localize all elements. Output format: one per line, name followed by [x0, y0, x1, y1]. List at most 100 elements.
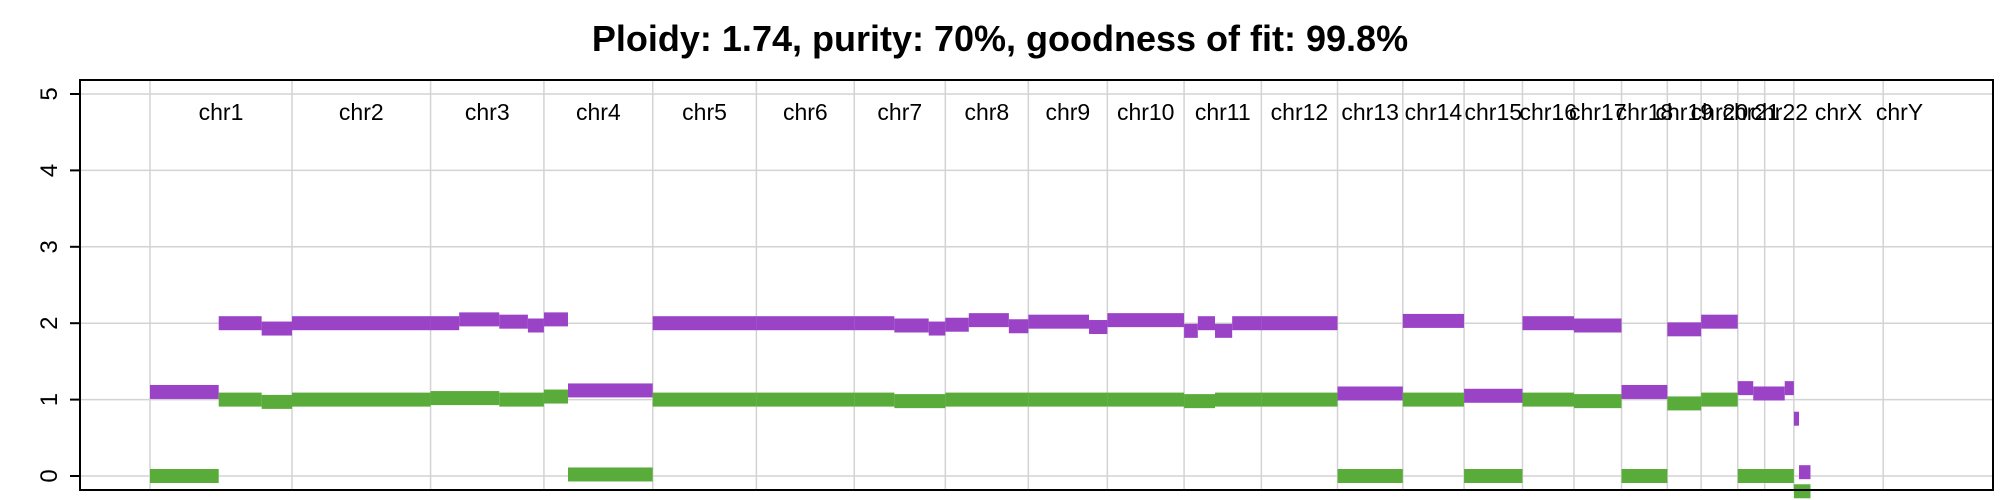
- chromosome-label: chrY: [1876, 99, 1923, 125]
- chromosome-label: chr18: [1616, 99, 1674, 125]
- copy-number-segment: [1028, 314, 1090, 329]
- copy-number-segment: [1621, 384, 1668, 399]
- copy-number-segment: [527, 318, 544, 333]
- y-tick-label: 5: [36, 87, 63, 100]
- chromosome-label: chr22: [1751, 99, 1809, 125]
- copy-number-segment: [1184, 323, 1198, 338]
- copy-number-segment: [1621, 469, 1668, 483]
- copy-number-segment: [652, 316, 757, 331]
- copy-number-segment: [567, 467, 653, 482]
- chromosome-label: chr6: [783, 99, 828, 125]
- chromosome-label: chr14: [1405, 99, 1463, 125]
- chromosome-label: chr19: [1655, 99, 1713, 125]
- chromosome-label: chr17: [1569, 99, 1627, 125]
- copy-number-segment: [1667, 396, 1702, 411]
- copy-number-segment: [756, 316, 855, 331]
- copy-number-segment: [567, 383, 653, 398]
- label-layer: chr1 chr2 chr3 chr4 chr5 chr6 chr7 chr8 chr9 chr1…: [199, 99, 1924, 125]
- copy-number-segment: [1464, 469, 1523, 483]
- segment-layer: [150, 312, 1811, 499]
- y-tick-label: 1: [36, 393, 63, 406]
- copy-number-segment: [1667, 322, 1702, 337]
- copy-number-segment: [945, 392, 1029, 407]
- copy-number-segment: [543, 389, 568, 404]
- y-tick-label: 4: [36, 164, 63, 177]
- copy-number-segment: [1793, 484, 1811, 499]
- chromosome-label: chr10: [1117, 99, 1175, 125]
- copy-number-segment: [499, 392, 544, 407]
- copy-number-segment: [968, 313, 1009, 328]
- chromosome-label: chr9: [1045, 99, 1090, 125]
- copy-number-segment: [1701, 392, 1738, 407]
- copy-number-segment: [854, 392, 895, 407]
- chromosome-label: chrX: [1815, 99, 1862, 125]
- copy-number-segment: [150, 384, 219, 399]
- copy-number-segment: [1574, 318, 1622, 333]
- copy-number-segment: [459, 312, 500, 327]
- copy-number-segment: [218, 316, 262, 331]
- copy-number-segment: [1784, 381, 1794, 396]
- copy-number-segment: [1574, 394, 1622, 409]
- y-tick-label: 3: [36, 240, 63, 253]
- copy-number-segment: [1215, 392, 1262, 407]
- copy-number-segment: [1232, 316, 1262, 331]
- copy-number-segment: [1028, 392, 1108, 407]
- y-axis: 0 1 2 3 4 5: [36, 87, 81, 483]
- chromosome-label: chr4: [576, 99, 621, 125]
- copy-number-segment: [1337, 386, 1403, 401]
- copy-number-segment: [1464, 388, 1523, 403]
- copy-number-segment: [430, 391, 500, 406]
- grid-layer: [80, 80, 1993, 490]
- copy-number-segment: [1701, 314, 1738, 329]
- copy-number-segment: [150, 469, 219, 483]
- copy-number-segment: [261, 394, 292, 409]
- copy-number-segment: [1737, 469, 1794, 483]
- chromosome-label: chr13: [1341, 99, 1399, 125]
- copy-number-segment: [1184, 394, 1215, 409]
- copy-number-segment: [945, 317, 969, 332]
- copy-number-segment: [1089, 320, 1108, 335]
- chromosome-label: chr5: [682, 99, 727, 125]
- copy-number-segment: [1337, 469, 1403, 483]
- copy-number-segment: [499, 314, 528, 329]
- copy-number-segment: [928, 321, 946, 336]
- copy-number-segment: [894, 318, 929, 333]
- copy-number-segment: [1799, 465, 1811, 480]
- copy-number-segment: [1197, 316, 1215, 331]
- copy-number-segment: [854, 316, 895, 331]
- chromosome-label: chr12: [1271, 99, 1329, 125]
- chromosome-label: chr1: [199, 99, 244, 125]
- chromosome-label: chr7: [877, 99, 922, 125]
- chromosome-label: chr20: [1691, 99, 1749, 125]
- copy-number-segment: [430, 316, 460, 331]
- copy-number-segment: [1261, 316, 1338, 331]
- plot-frame: [79, 79, 1994, 491]
- y-tick-label: 2: [36, 317, 63, 330]
- chromosome-label: chr8: [964, 99, 1009, 125]
- copy-number-segment: [652, 392, 757, 407]
- copy-number-segment: [1402, 313, 1465, 328]
- y-tick-label: 0: [36, 469, 63, 482]
- copy-number-segment: [1793, 411, 1800, 426]
- copy-number-segment: [1107, 392, 1185, 407]
- copy-number-segment: [1522, 392, 1575, 407]
- copy-number-segment: [543, 312, 568, 327]
- chromosome-label: chr11: [1195, 99, 1251, 125]
- chromosome-label: chr3: [465, 99, 510, 125]
- copy-number-segment: [1008, 319, 1029, 334]
- copy-number-segment: [1107, 313, 1185, 328]
- copy-number-segment: [1402, 392, 1465, 407]
- chromosome-label: chr16: [1519, 99, 1577, 125]
- copy-number-segment: [1522, 316, 1575, 331]
- copy-number-segment: [894, 394, 946, 409]
- chromosome-label: chr21: [1722, 99, 1780, 125]
- copy-number-segment: [261, 321, 292, 336]
- copy-number-segment: [292, 316, 431, 331]
- copy-number-segment: [1215, 323, 1233, 338]
- copy-number-segment: [218, 392, 262, 407]
- copy-number-segment: [756, 392, 855, 407]
- chromosome-label: chr2: [339, 99, 384, 125]
- copy-number-segment: [1737, 381, 1754, 396]
- copy-number-segment: [1753, 386, 1785, 401]
